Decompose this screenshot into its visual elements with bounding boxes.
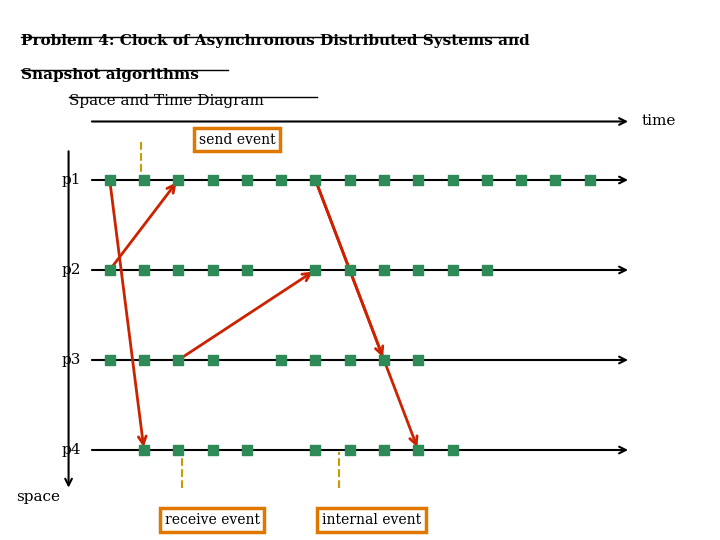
Point <box>413 356 424 364</box>
Point <box>584 176 595 184</box>
Text: internal event: internal event <box>323 513 421 527</box>
Text: Problem 4: Clock of Asynchronous Distributed Systems and: Problem 4: Clock of Asynchronous Distrib… <box>21 34 529 48</box>
Text: Snapshot algorithms: Snapshot algorithms <box>21 68 199 82</box>
Point <box>207 446 218 454</box>
Point <box>516 176 527 184</box>
Point <box>104 266 115 274</box>
Point <box>207 176 218 184</box>
Text: receive event: receive event <box>165 513 260 527</box>
Point <box>138 176 150 184</box>
Point <box>104 176 115 184</box>
Point <box>310 356 321 364</box>
Point <box>241 176 253 184</box>
Text: time: time <box>641 114 675 129</box>
Text: Space and Time Diagram: Space and Time Diagram <box>68 94 264 109</box>
Point <box>241 446 253 454</box>
Point <box>344 266 356 274</box>
Point <box>310 446 321 454</box>
Point <box>344 356 356 364</box>
Point <box>481 266 492 274</box>
Point <box>138 356 150 364</box>
Point <box>104 356 115 364</box>
Point <box>138 446 150 454</box>
Point <box>310 266 321 274</box>
Point <box>344 176 356 184</box>
Point <box>207 356 218 364</box>
Text: p4: p4 <box>61 443 81 457</box>
Point <box>549 176 561 184</box>
Text: p1: p1 <box>61 173 81 187</box>
Point <box>275 176 287 184</box>
Text: space: space <box>16 490 60 504</box>
Point <box>173 446 184 454</box>
Point <box>378 266 390 274</box>
Point <box>173 176 184 184</box>
Point <box>138 266 150 274</box>
Text: p2: p2 <box>61 263 81 277</box>
Point <box>378 356 390 364</box>
Point <box>275 356 287 364</box>
Point <box>413 266 424 274</box>
Point <box>447 446 459 454</box>
Point <box>447 266 459 274</box>
Point <box>447 176 459 184</box>
Point <box>173 356 184 364</box>
Text: p3: p3 <box>61 353 81 367</box>
Point <box>241 266 253 274</box>
Point <box>378 176 390 184</box>
Point <box>207 266 218 274</box>
Point <box>173 266 184 274</box>
Point <box>413 176 424 184</box>
Point <box>310 176 321 184</box>
Point <box>378 446 390 454</box>
Point <box>413 446 424 454</box>
Point <box>481 176 492 184</box>
Point <box>344 446 356 454</box>
Text: send event: send event <box>199 132 276 146</box>
